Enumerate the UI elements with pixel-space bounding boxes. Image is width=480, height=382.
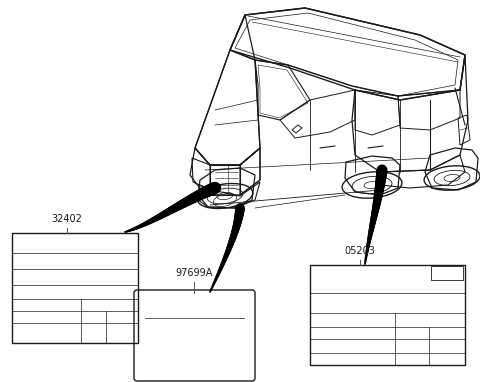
Bar xyxy=(12,233,138,343)
Text: 05203: 05203 xyxy=(345,246,375,256)
Bar xyxy=(431,266,463,280)
Text: 97699A: 97699A xyxy=(175,268,213,278)
Text: 32402: 32402 xyxy=(51,214,83,224)
Bar xyxy=(310,265,465,365)
